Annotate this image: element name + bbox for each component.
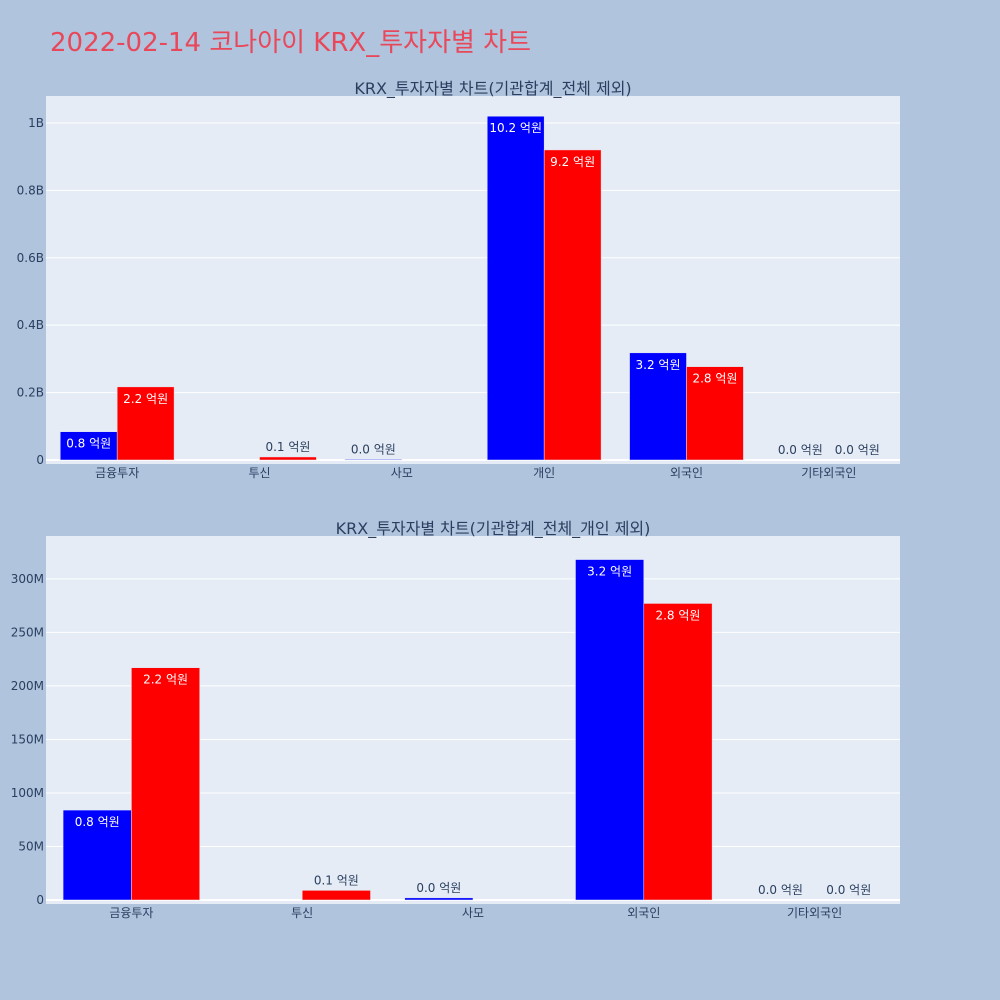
bar-label: 0.0 억원 (778, 443, 823, 457)
x-tick-label: 금융투자 (109, 906, 153, 920)
bar-label: 0.1 억원 (265, 440, 310, 454)
y-tick-label: 0 (36, 453, 44, 467)
x-tick-label: 투신 (248, 466, 270, 480)
bar-label: 10.2 억원 (489, 121, 542, 135)
bar (643, 603, 713, 901)
bar (259, 456, 317, 461)
y-tick-label: 0.4B (17, 318, 44, 332)
y-tick-label: 1B (28, 116, 44, 130)
bar-label: 0.1 억원 (314, 873, 359, 887)
top-bar-chart: 0 0.2B 0.4B 0.6B 0.8B 1B KRX_투자자별 차트(기관합계_전체 제… (17, 79, 900, 480)
bar-label: 2.2 억원 (143, 673, 188, 687)
y-tick-label: 50M (18, 839, 44, 853)
bar (301, 890, 371, 901)
bar (344, 459, 403, 461)
x-tick-label: 외국인 (627, 906, 660, 920)
bar (629, 352, 687, 461)
x-tick-label: 기타외국인 (801, 466, 856, 480)
bar-label: 0.8 억원 (75, 815, 120, 829)
bar (686, 366, 744, 461)
bar (116, 386, 175, 461)
x-tick-label: 금융투자 (95, 466, 139, 480)
bar-label: 2.2 억원 (123, 392, 168, 406)
page-title: 2022-02-14 코나아이 KRX_투자자별 차트 (50, 28, 532, 58)
x-tick-label: 개인 (533, 466, 555, 480)
subplot-title: KRX_투자자별 차트(기관합계_전체 제외) (354, 79, 631, 99)
bar-label: 3.2 억원 (636, 358, 681, 372)
x-tick-label: 투신 (291, 906, 313, 920)
y-tick-label: 0 (36, 893, 44, 907)
x-tick-label: 사모 (462, 906, 484, 920)
bar (62, 809, 132, 901)
bar-label: 0.8 억원 (66, 437, 111, 451)
bar-label: 0.0 억원 (351, 442, 396, 456)
bar-label: 0.0 억원 (826, 883, 871, 897)
x-tick-label: 사모 (391, 466, 413, 480)
plot-area (46, 96, 900, 464)
bar (543, 149, 602, 461)
bar-label: 9.2 억원 (550, 155, 595, 169)
y-tick-label: 0.8B (17, 183, 44, 197)
bar (486, 115, 545, 461)
bar-label: 0.0 억원 (416, 881, 461, 895)
bar (404, 897, 474, 901)
bar (59, 431, 118, 461)
bar-label: 0.0 억원 (835, 443, 880, 457)
y-tick-label: 150M (11, 732, 44, 746)
y-tick-label: 250M (11, 625, 44, 639)
subplot-title: KRX_투자자별 차트(기관합계_전체_개인 제외) (336, 519, 651, 539)
bar-label: 3.2 억원 (587, 565, 632, 579)
bar-label: 2.8 억원 (692, 372, 737, 386)
x-tick-label: 기타외국인 (787, 906, 842, 920)
bar-label: 2.8 억원 (655, 608, 700, 622)
bar-label: 0.0 억원 (758, 883, 803, 897)
bar (131, 667, 200, 901)
y-tick-label: 100M (11, 786, 44, 800)
y-tick-label: 200M (11, 679, 44, 693)
bottom-bar-chart: 0 50M 100M 150M 200M 250M 300M KRX_투자자별 차트(기관합계… (11, 519, 900, 920)
bar (575, 559, 645, 901)
y-tick-label: 0.2B (17, 386, 44, 400)
y-tick-label: 300M (11, 572, 44, 586)
x-tick-label: 외국인 (670, 466, 703, 480)
y-tick-label: 0.6B (17, 251, 44, 265)
